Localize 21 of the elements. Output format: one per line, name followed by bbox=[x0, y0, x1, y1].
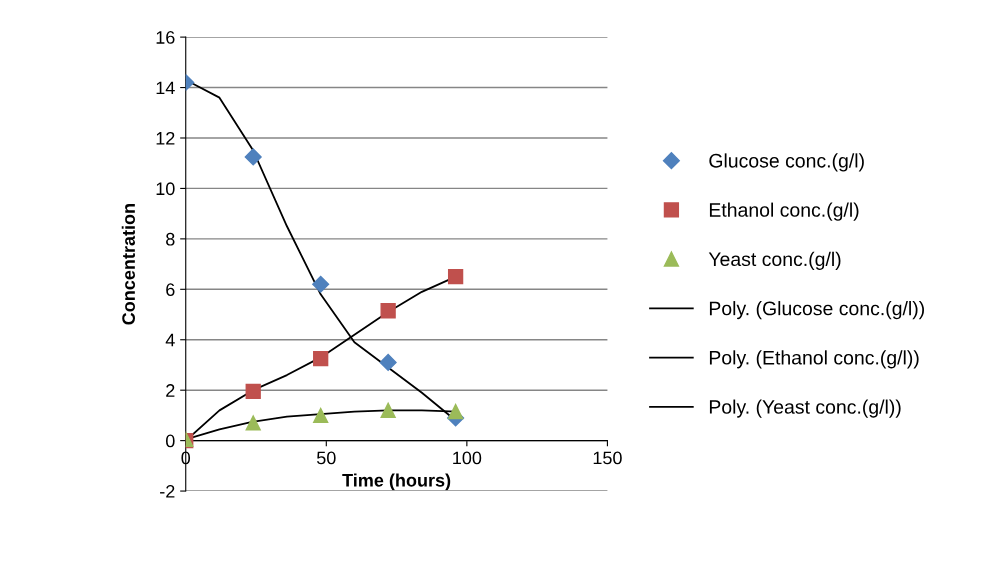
y-tick-label: 8 bbox=[166, 232, 175, 246]
y-tick-label: 2 bbox=[166, 384, 175, 397]
legend-label: Poly. (Glucose conc.(g/l)) bbox=[709, 301, 924, 320]
legend-label: Yeast conc.(g/l) bbox=[708, 251, 841, 270]
y-axis-title: Concentration bbox=[121, 204, 136, 325]
x-tick-label: 50 bbox=[316, 451, 336, 465]
legend-label: Ethanol conc.(g/l) bbox=[709, 202, 859, 221]
y-tick-label: -2 bbox=[160, 484, 175, 498]
x-axis-title: Time (hours) bbox=[342, 473, 451, 491]
legend-label: Glucose conc.(g/l) bbox=[709, 153, 864, 172]
y-tick-label: 14 bbox=[156, 81, 175, 95]
x-tick-label: 100 bbox=[453, 451, 482, 465]
y-tick-label: 12 bbox=[156, 131, 175, 145]
y-tick-label: 4 bbox=[165, 333, 175, 347]
y-tick-label: 16 bbox=[156, 31, 175, 44]
y-tick-label: 10 bbox=[156, 182, 175, 196]
legend-label: Poly. (Ethanol conc.(g/l)) bbox=[709, 350, 919, 369]
x-tick-label: 150 bbox=[593, 451, 622, 465]
legend-label: Poly. (Yeast conc.(g/l)) bbox=[709, 399, 901, 418]
y-tick-label: 0 bbox=[165, 434, 175, 448]
y-tick-label: 6 bbox=[166, 283, 175, 297]
